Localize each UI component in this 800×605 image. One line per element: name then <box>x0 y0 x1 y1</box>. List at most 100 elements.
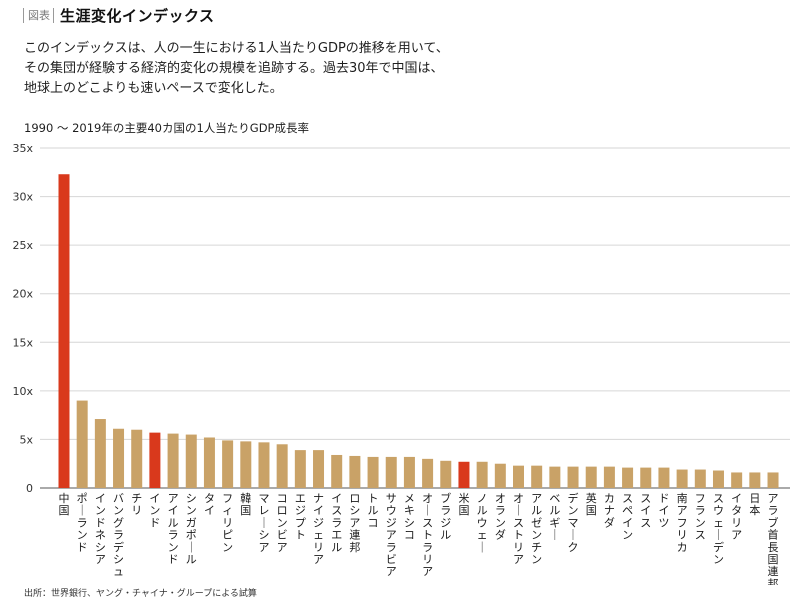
bar <box>331 454 343 488</box>
bar <box>494 463 506 488</box>
bar <box>712 470 724 488</box>
description-line: その集団が経験する経済的変化の規模を追跡する。過去30年で中国は、 <box>24 61 444 76</box>
category-label: コロンビア <box>277 492 288 554</box>
category-label: サウジアラビア <box>386 492 397 578</box>
y-tick-label: 5x <box>19 433 33 446</box>
category-label: 米国 <box>458 492 469 517</box>
category-label: ドイツ <box>658 492 669 529</box>
category-label: イスラエル <box>331 492 342 554</box>
category-label: フィリピン <box>222 492 233 554</box>
category-label: トルコ <box>368 492 379 529</box>
description: このインデックスは、人の一生における1人当たりGDPの推移を用いて、 その集団が… <box>24 39 584 99</box>
bar <box>222 440 234 488</box>
y-tick-label: 35x <box>12 142 33 155</box>
category-label: カナダ <box>604 492 615 529</box>
bar <box>531 465 543 488</box>
source-note: 出所：世界銀行、ヤング・チャイナ・グループによる試算 <box>24 589 257 599</box>
y-tick-label: 10x <box>12 385 33 398</box>
description-line: 地球上のどこよりも速いペースで変化した。 <box>24 81 283 96</box>
category-label: エジプト <box>295 492 306 542</box>
category-label: スウェ｜デン <box>713 492 724 566</box>
category-label: メキシコ <box>404 492 415 542</box>
category-label: 韓国 <box>240 492 251 517</box>
category-label: ブラジル <box>440 491 451 542</box>
figure-title: 生涯変化インデックス <box>60 6 215 25</box>
category-label: ベルギ｜ <box>549 492 560 542</box>
description-line: このインデックスは、人の一生における1人当たりGDPの推移を用いて、 <box>24 41 449 56</box>
category-label: ロシア連邦 <box>349 492 360 554</box>
y-tick-label: 15x <box>12 336 33 349</box>
bar <box>385 456 397 488</box>
bar <box>203 437 215 488</box>
category-label: イタリア <box>731 492 742 542</box>
category-label: 日本 <box>749 492 760 517</box>
bar <box>640 467 652 488</box>
bar <box>767 472 779 488</box>
bar <box>367 456 379 488</box>
bar <box>258 442 270 488</box>
bar <box>94 419 106 488</box>
bar <box>694 469 706 488</box>
category-label: シンガポ｜ル <box>186 492 197 566</box>
bar <box>149 432 161 488</box>
bar <box>131 429 143 488</box>
category-label: スイス <box>640 492 651 529</box>
category-label: チリ <box>131 492 142 517</box>
bar <box>294 450 306 488</box>
category-label: ナイジェリア <box>313 492 324 566</box>
category-label: バングラデシュ <box>113 492 124 578</box>
bar <box>113 428 125 488</box>
category-label: オランダ <box>495 492 506 542</box>
bar <box>603 466 615 488</box>
figure-header: 図表 生涯変化インデックス <box>23 6 215 25</box>
category-label: ノルウェ｜ <box>477 492 488 554</box>
y-tick-label: 25x <box>12 239 33 252</box>
bar <box>658 467 670 488</box>
category-label: 英国 <box>586 491 597 517</box>
category-label: オ｜ストリア <box>513 492 524 566</box>
bar <box>403 456 415 488</box>
category-label: インドネシア <box>95 492 106 566</box>
y-tick-label: 20x <box>12 288 33 301</box>
bar <box>440 460 452 488</box>
category-label: 中国 <box>59 492 70 517</box>
category-label: タイ <box>204 492 215 517</box>
category-label: ポ｜ランド <box>77 492 88 554</box>
category-label: マレ｜シア <box>258 492 269 554</box>
divider <box>53 7 54 23</box>
bar <box>313 450 325 488</box>
bar <box>422 458 434 488</box>
category-label: アイルランド <box>168 492 179 566</box>
bar <box>167 433 179 488</box>
category-label: オ｜ストラリア <box>422 492 433 578</box>
divider <box>23 7 24 23</box>
bar-chart: 0 5x 10x 15x 20x 25x 30x 35x 中国ポ｜ランドインドネシアバングラデシ… <box>12 142 790 585</box>
category-label: フランス <box>695 492 706 542</box>
category-label: アラブ首長国連邦 <box>768 492 779 585</box>
category-label: アルゼンチン <box>531 492 542 566</box>
bar <box>349 455 361 488</box>
chart-title: 1990 ～ 2019年の主要40カ国の1人当たりGDP成長率 <box>24 121 309 135</box>
bar <box>676 469 688 488</box>
bar <box>549 466 561 488</box>
bar <box>185 434 197 488</box>
bar <box>276 444 288 488</box>
bar <box>240 441 252 488</box>
bar <box>585 466 597 488</box>
y-tick-label: 0 <box>26 482 33 495</box>
bar <box>458 461 470 488</box>
figure-tag: 図表 <box>28 9 50 22</box>
category-label: スペイン <box>622 492 633 542</box>
bar <box>567 466 579 488</box>
category-label: 南アフリカ <box>677 492 688 554</box>
bar <box>749 472 761 488</box>
bar <box>731 472 743 488</box>
bar <box>76 400 88 488</box>
category-label: インド <box>149 492 160 529</box>
bar <box>622 467 634 488</box>
bar <box>476 461 488 488</box>
y-tick-label: 30x <box>12 191 33 204</box>
bar <box>513 465 524 488</box>
bar <box>58 174 70 488</box>
category-label: デンマ｜ク <box>568 491 579 554</box>
